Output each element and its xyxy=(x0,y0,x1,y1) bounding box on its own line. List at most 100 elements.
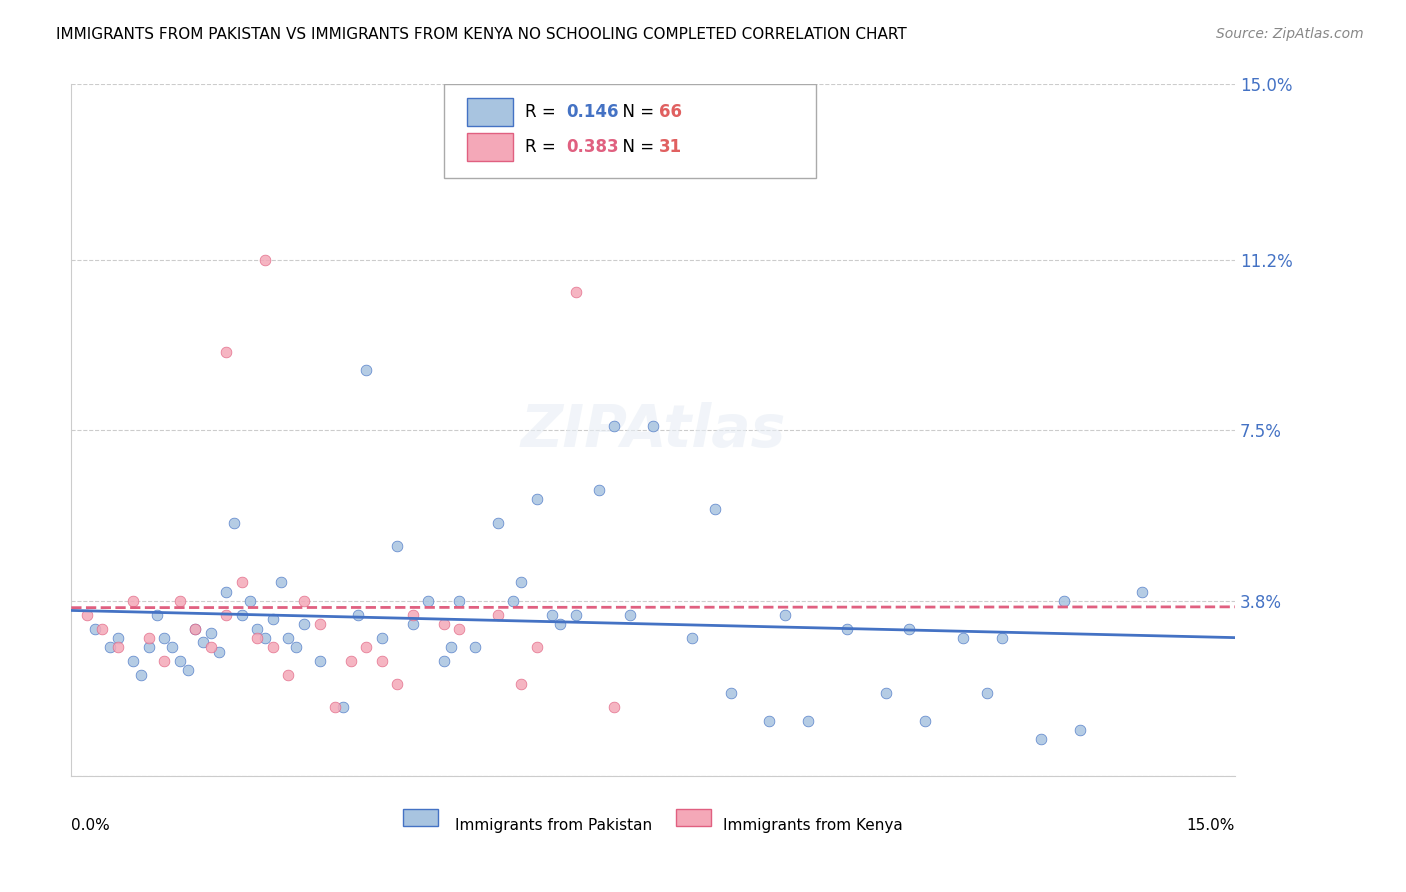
Text: 0.0%: 0.0% xyxy=(72,818,110,833)
Point xyxy=(835,622,858,636)
Point xyxy=(643,418,665,433)
Point xyxy=(76,607,98,622)
FancyBboxPatch shape xyxy=(444,85,815,178)
Point xyxy=(323,700,346,714)
Text: 0.383: 0.383 xyxy=(565,137,619,156)
Text: Immigrants from Pakistan: Immigrants from Pakistan xyxy=(456,818,652,833)
Point xyxy=(138,631,160,645)
Point xyxy=(704,501,727,516)
Point xyxy=(502,594,524,608)
Point xyxy=(254,631,277,645)
Point xyxy=(952,631,974,645)
Point xyxy=(308,654,330,668)
Point xyxy=(285,640,308,654)
Point xyxy=(138,640,160,654)
Point xyxy=(548,617,571,632)
Point xyxy=(416,594,439,608)
Point xyxy=(292,594,315,608)
Point xyxy=(914,714,936,728)
Point xyxy=(246,631,269,645)
Point xyxy=(160,640,183,654)
Point xyxy=(215,584,238,599)
Point xyxy=(588,483,610,498)
Point xyxy=(270,575,292,590)
Point xyxy=(875,686,897,700)
Text: 31: 31 xyxy=(659,137,682,156)
Point xyxy=(332,700,354,714)
Point xyxy=(176,663,198,677)
Point xyxy=(564,285,586,299)
Point xyxy=(231,575,253,590)
Point xyxy=(976,686,998,700)
FancyBboxPatch shape xyxy=(467,133,513,161)
Point xyxy=(231,607,253,622)
Point xyxy=(169,594,191,608)
Point xyxy=(619,607,641,622)
Point xyxy=(526,492,548,507)
Point xyxy=(98,640,121,654)
Point xyxy=(107,631,129,645)
Point xyxy=(385,539,408,553)
Text: R =: R = xyxy=(524,137,561,156)
Point xyxy=(224,516,246,530)
Point xyxy=(1130,584,1153,599)
Point xyxy=(797,714,820,728)
Point xyxy=(681,631,703,645)
Point xyxy=(277,667,299,681)
Point xyxy=(1069,723,1091,737)
Text: IMMIGRANTS FROM PAKISTAN VS IMMIGRANTS FROM KENYA NO SCHOOLING COMPLETED CORRELA: IMMIGRANTS FROM PAKISTAN VS IMMIGRANTS F… xyxy=(56,27,907,42)
Point xyxy=(184,622,207,636)
Point xyxy=(191,635,214,649)
Point xyxy=(308,617,330,632)
Point xyxy=(433,617,456,632)
Point xyxy=(401,607,423,622)
Point xyxy=(449,594,471,608)
Point xyxy=(486,607,509,622)
Point xyxy=(370,654,392,668)
Point xyxy=(122,654,145,668)
Point xyxy=(145,607,167,622)
Point xyxy=(239,594,262,608)
Text: 66: 66 xyxy=(659,103,682,121)
Point xyxy=(129,667,152,681)
Point xyxy=(215,345,238,359)
Point xyxy=(773,607,796,622)
Point xyxy=(107,640,129,654)
Point xyxy=(486,516,509,530)
Point xyxy=(433,654,456,668)
Text: 15.0%: 15.0% xyxy=(1187,818,1234,833)
Point xyxy=(215,607,238,622)
Point xyxy=(603,418,626,433)
Point xyxy=(83,622,105,636)
Point xyxy=(122,594,145,608)
Point xyxy=(564,607,586,622)
Point xyxy=(184,622,207,636)
Point xyxy=(370,631,392,645)
FancyBboxPatch shape xyxy=(467,98,513,126)
FancyBboxPatch shape xyxy=(676,809,711,826)
Point xyxy=(898,622,921,636)
Text: 0.146: 0.146 xyxy=(565,103,619,121)
Point xyxy=(277,631,299,645)
Text: ZIPAtlas: ZIPAtlas xyxy=(520,401,786,458)
Text: Source: ZipAtlas.com: Source: ZipAtlas.com xyxy=(1216,27,1364,41)
Point xyxy=(510,575,533,590)
Point xyxy=(91,622,114,636)
Point xyxy=(449,622,471,636)
Point xyxy=(254,252,277,267)
Point xyxy=(153,631,176,645)
FancyBboxPatch shape xyxy=(404,809,437,826)
Point xyxy=(603,700,626,714)
Text: N =: N = xyxy=(613,137,659,156)
Point xyxy=(1053,594,1076,608)
Point xyxy=(262,640,284,654)
Point xyxy=(169,654,191,668)
Point xyxy=(246,622,269,636)
Point xyxy=(292,617,315,632)
Point xyxy=(720,686,742,700)
Point xyxy=(526,640,548,654)
Point xyxy=(385,677,408,691)
Point xyxy=(354,363,377,377)
Point xyxy=(208,645,231,659)
Point xyxy=(541,607,564,622)
